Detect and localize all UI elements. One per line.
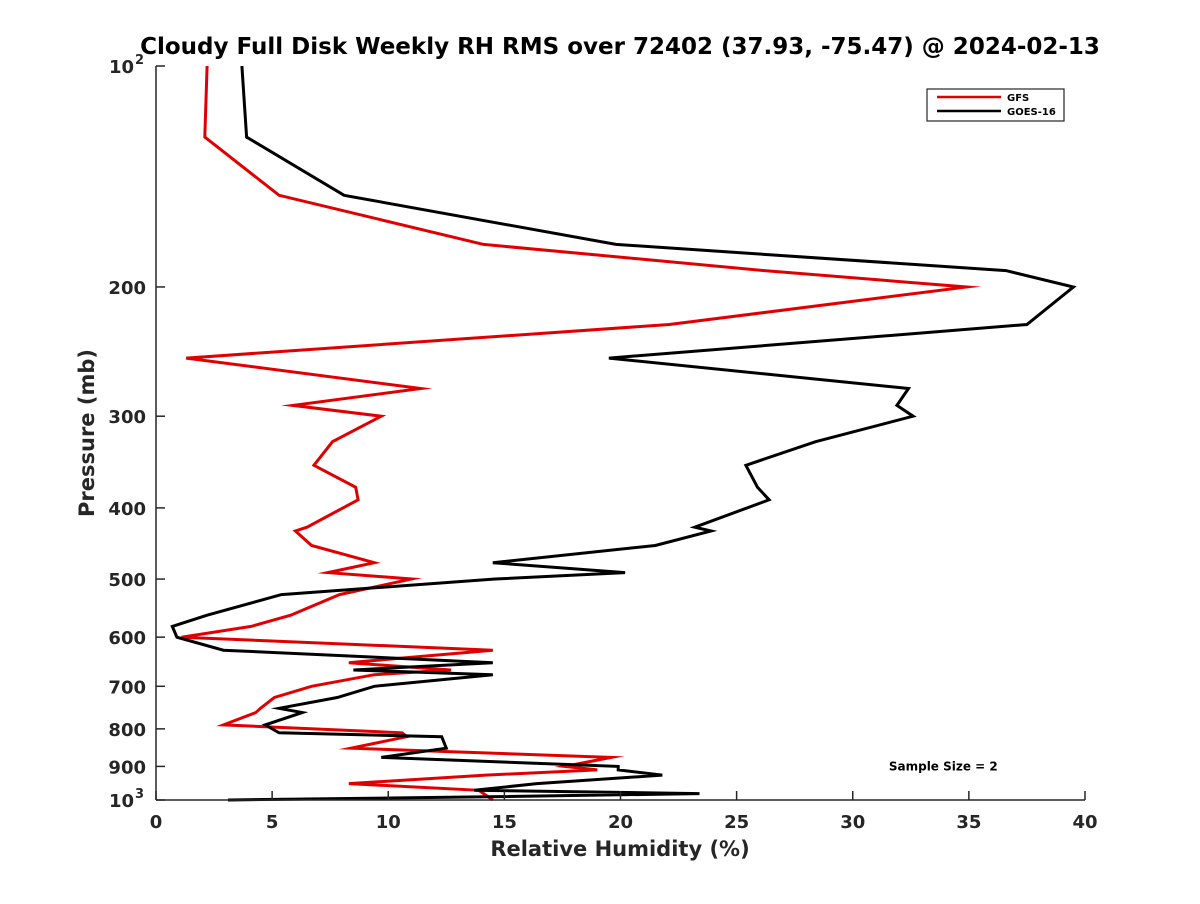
x-tick-label: 5 [266,812,279,833]
y-tick-label: 900 [108,757,146,778]
y-axis-label: Pressure (mb) [75,349,99,517]
x-tick-label: 10 [376,812,401,833]
y-tick-label-exponent: 3 [135,787,144,802]
x-axis-label: Relative Humidity (%) [490,837,749,861]
x-tick-label: 20 [608,812,633,833]
y-tick-label: 300 [108,407,146,428]
y-tick-label: 700 [108,677,146,698]
plot-area [156,66,1085,800]
x-tick-label: 30 [840,812,865,833]
x-tick-label: 0 [150,812,163,833]
y-tick-label: 200 [108,278,146,299]
y-tick-label: 10 [109,791,134,812]
series-layer [170,65,1077,802]
series-line-gfs [181,65,982,802]
legend: GFS GOES-16 [926,88,1065,122]
y-tick-label: 600 [108,628,146,649]
y-tick-label: 400 [108,499,146,520]
x-tick-label: 15 [492,812,517,833]
sample-size-annotation: Sample Size = 2 [889,759,998,773]
x-tick-label: 35 [956,812,981,833]
x-tick-label: 25 [724,812,749,833]
legend-label: GOES-16 [1007,107,1056,118]
x-tick-label: 40 [1072,812,1097,833]
y-tick-label-exponent: 2 [135,53,144,68]
legend-label: GFS [1007,93,1029,104]
y-tick-label: 10 [109,57,134,78]
legend-box [926,88,1065,122]
y-tick-label: 800 [108,720,146,741]
chart-title: Cloudy Full Disk Weekly RH RMS over 7240… [140,34,1100,60]
series-line-goes-16 [170,65,1077,802]
y-tick-label: 500 [108,570,146,591]
annotation-layer: Sample Size = 2 [889,759,998,773]
